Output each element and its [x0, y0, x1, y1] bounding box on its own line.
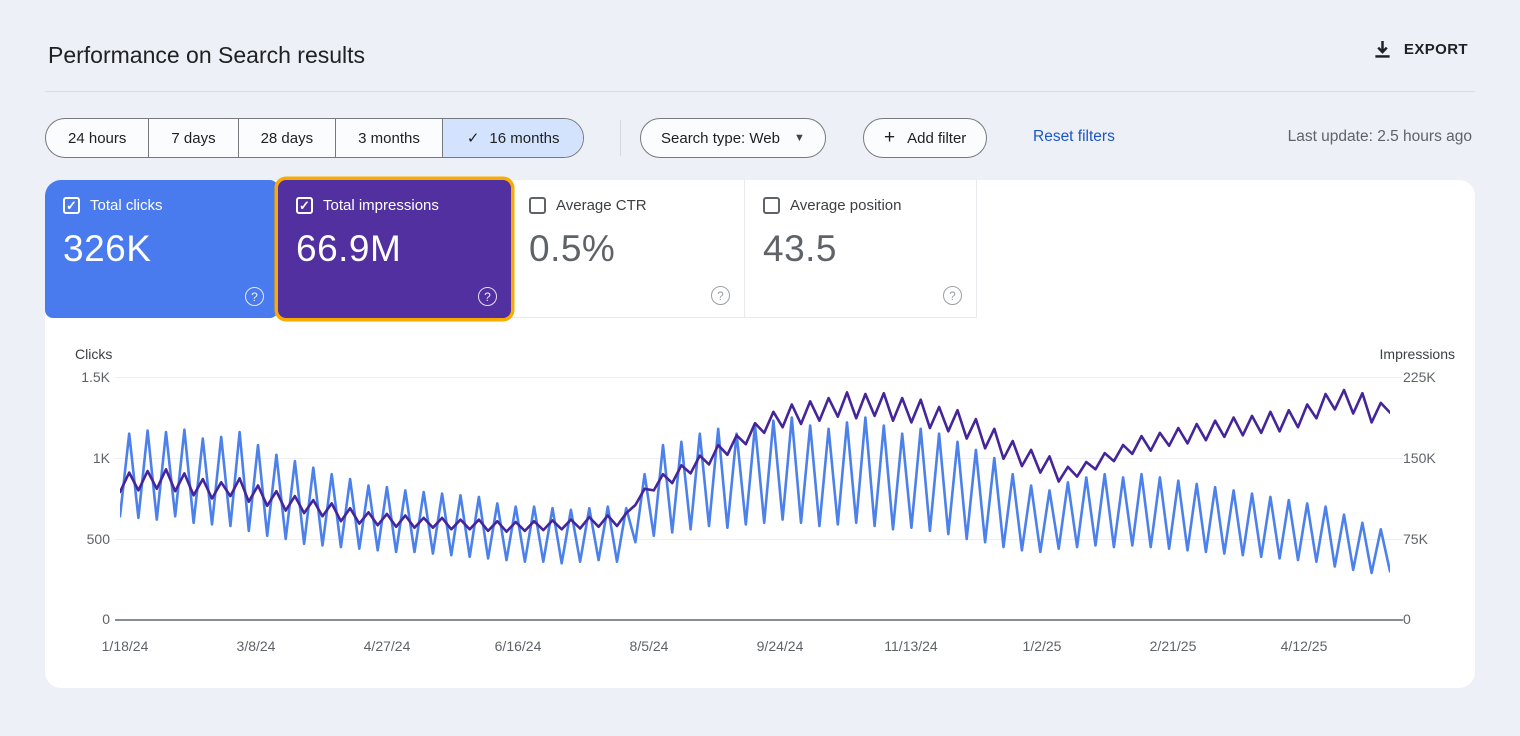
x-tick-label: 11/13/24	[856, 638, 966, 654]
add-filter-button[interactable]: + Add filter	[863, 118, 987, 158]
left-ytick: 0	[45, 611, 110, 627]
performance-line-chart[interactable]	[120, 377, 1390, 620]
search-type-dropdown[interactable]: Search type: Web ▼	[640, 118, 826, 158]
x-tick-label: 3/8/24	[201, 638, 311, 654]
metric-value: 66.9M	[296, 228, 493, 270]
left-ytick: 1.5K	[45, 369, 110, 385]
metric-card-total-impressions[interactable]: ✓ Total impressions 66.9M ?	[278, 180, 511, 318]
date-range-7-days[interactable]: 7 days	[149, 119, 238, 157]
date-range-24-hours[interactable]: 24 hours	[46, 119, 149, 157]
checkmark-icon: ✓	[467, 129, 480, 147]
x-tick-label: 2/21/25	[1118, 638, 1228, 654]
export-label: EXPORT	[1404, 41, 1468, 58]
plus-icon: +	[884, 127, 895, 149]
metric-card-average-ctr[interactable]: ✓ Average CTR 0.5% ?	[511, 180, 744, 318]
metric-value: 326K	[63, 228, 260, 270]
metric-label: Average position	[790, 197, 901, 214]
date-range-16-months-label: 16 months	[489, 130, 559, 147]
x-tick-label: 6/16/24	[463, 638, 573, 654]
filter-divider	[620, 120, 621, 156]
metric-value: 0.5%	[529, 228, 726, 270]
metric-label: Total impressions	[323, 197, 439, 214]
help-icon[interactable]: ?	[711, 286, 730, 305]
left-ytick: 1K	[45, 450, 110, 466]
metric-value: 43.5	[763, 228, 958, 270]
x-tick-label: 4/12/25	[1249, 638, 1359, 654]
date-range-control: 24 hours 7 days 28 days 3 months ✓ 16 mo…	[45, 118, 584, 158]
metric-label: Total clicks	[90, 197, 163, 214]
series-total-clicks	[120, 418, 1390, 574]
left-ytick: 500	[45, 531, 110, 547]
last-update-text: Last update: 2.5 hours ago	[1288, 128, 1472, 146]
right-axis-title: Impressions	[1380, 346, 1455, 362]
help-icon[interactable]: ?	[478, 287, 497, 306]
left-axis-title: Clicks	[75, 346, 112, 362]
checkbox-average-position[interactable]: ✓	[763, 197, 780, 214]
help-icon[interactable]: ?	[245, 287, 264, 306]
date-range-16-months[interactable]: ✓ 16 months	[443, 119, 584, 157]
filter-bar: 24 hours 7 days 28 days 3 months ✓ 16 mo…	[45, 118, 1475, 158]
date-range-28-days[interactable]: 28 days	[239, 119, 337, 157]
performance-panel: ✓ Total clicks 326K ? ✓ Total impression…	[45, 180, 1475, 688]
chevron-down-icon: ▼	[794, 132, 805, 144]
help-icon[interactable]: ?	[943, 286, 962, 305]
header-divider	[45, 91, 1475, 92]
date-range-3-months[interactable]: 3 months	[336, 119, 443, 157]
right-ytick: 0	[1403, 611, 1411, 627]
right-ytick: 225K	[1403, 369, 1436, 385]
metric-label: Average CTR	[556, 197, 647, 214]
export-button[interactable]: EXPORT	[1373, 40, 1468, 59]
reset-filters-link[interactable]: Reset filters	[1033, 128, 1115, 146]
page-title: Performance on Search results	[48, 42, 365, 69]
metric-card-average-position[interactable]: ✓ Average position 43.5 ?	[744, 180, 977, 318]
x-tick-label: 9/24/24	[725, 638, 835, 654]
metric-card-total-clicks[interactable]: ✓ Total clicks 326K ?	[45, 180, 278, 318]
x-tick-label: 1/18/24	[70, 638, 180, 654]
search-type-label: Search type: Web	[661, 130, 780, 147]
x-tick-label: 4/27/24	[332, 638, 442, 654]
x-tick-label: 1/2/25	[987, 638, 1097, 654]
right-ytick: 75K	[1403, 531, 1428, 547]
checkbox-total-impressions[interactable]: ✓	[296, 197, 313, 214]
checkbox-total-clicks[interactable]: ✓	[63, 197, 80, 214]
download-icon	[1373, 40, 1392, 59]
checkbox-average-ctr[interactable]: ✓	[529, 197, 546, 214]
x-tick-label: 8/5/24	[594, 638, 704, 654]
right-ytick: 150K	[1403, 450, 1436, 466]
add-filter-label: Add filter	[907, 130, 966, 147]
